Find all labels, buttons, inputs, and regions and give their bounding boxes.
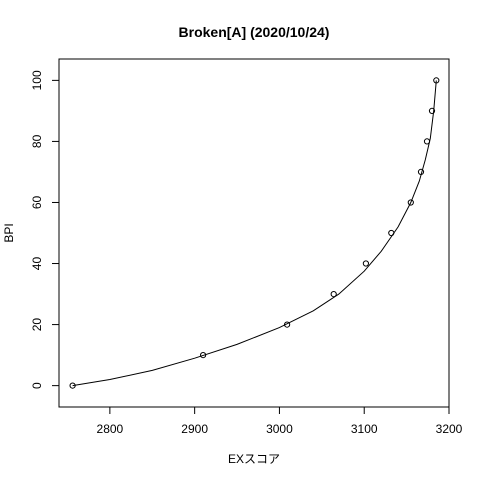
y-axis-label: BPI	[2, 223, 16, 242]
x-tick-label: 3100	[351, 422, 378, 436]
x-tick-label: 3200	[436, 422, 463, 436]
x-tick-label: 2800	[97, 422, 124, 436]
data-point	[417, 168, 425, 175]
y-tick-label: 80	[30, 134, 44, 148]
data-point	[200, 352, 207, 359]
y-tick-label: 40	[30, 257, 44, 271]
data-point	[433, 77, 440, 84]
y-axis: 0 20 40 60 80 100	[30, 70, 60, 389]
y-tick-label: 0	[30, 382, 44, 389]
x-axis-label: EXスコア	[228, 452, 280, 466]
y-tick-label: 100	[30, 70, 44, 90]
data-point	[330, 291, 337, 298]
x-axis: 2800 2900 3000 3100 3200	[97, 406, 463, 436]
data-point	[428, 107, 436, 115]
y-tick-label: 60	[30, 195, 44, 209]
data-point	[362, 260, 369, 267]
data-point	[284, 321, 291, 328]
data-points	[69, 77, 440, 389]
x-tick-label: 3000	[266, 422, 293, 436]
fitted-curve	[72, 80, 437, 387]
chart-title: Broken[A] (2020/10/24)	[179, 24, 330, 40]
data-point	[69, 382, 76, 389]
curve-line	[72, 80, 437, 387]
data-point	[407, 199, 414, 206]
y-tick-label: 20	[30, 318, 44, 332]
data-point	[423, 138, 431, 145]
data-point	[388, 229, 395, 237]
x-tick-label: 2900	[181, 422, 208, 436]
